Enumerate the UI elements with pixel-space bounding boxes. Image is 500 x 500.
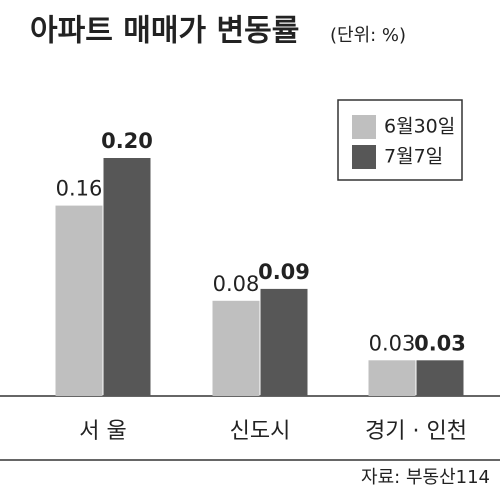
x-tick-label: 경기 · 인천 (365, 419, 467, 444)
value-label: 0.03 (414, 331, 466, 355)
value-label: 0.16 (56, 177, 103, 201)
bar (368, 360, 416, 396)
bar (103, 158, 151, 396)
bar (416, 360, 464, 396)
bar (212, 300, 260, 396)
source: 자료: 부동산114 (361, 467, 490, 488)
value-label: 0.20 (101, 129, 153, 153)
bar (260, 288, 308, 396)
value-label: 0.03 (369, 331, 416, 355)
legend-swatch (352, 145, 376, 169)
legend-label: 7월7일 (384, 146, 443, 168)
legend-swatch (352, 115, 376, 139)
x-tick-label: 신도시 (230, 419, 291, 444)
value-label: 0.08 (213, 272, 260, 296)
chart-subtitle: (단위: %) (330, 25, 406, 46)
chart-title: 아파트 매매가 변동률 (30, 14, 299, 49)
x-tick-label: 서 울 (79, 419, 126, 444)
bar (55, 205, 103, 396)
value-label: 0.09 (258, 260, 310, 284)
legend-label: 6월30일 (384, 116, 455, 138)
